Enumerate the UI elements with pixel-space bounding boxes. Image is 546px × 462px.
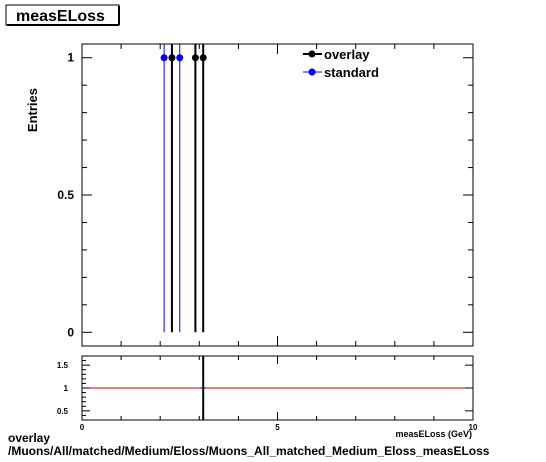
y-tick-label: 0.5 bbox=[57, 188, 74, 202]
ratio-y-tick-label: 1.5 bbox=[57, 361, 69, 370]
data-point-overlay bbox=[168, 54, 176, 62]
data-point-overlay bbox=[191, 54, 199, 62]
footer-line-2: /Muons/All/matched/Medium/Eloss/Muons_Al… bbox=[8, 444, 490, 458]
legend-label-overlay: overlay bbox=[324, 47, 370, 62]
y-tick-label: 0 bbox=[67, 325, 74, 339]
ratio-x-tick-label: 5 bbox=[275, 423, 280, 432]
main-series bbox=[160, 44, 207, 333]
main-y-axis: 00.51 bbox=[57, 51, 473, 339]
y-tick-label: 1 bbox=[67, 51, 74, 65]
footer-line-1: overlay bbox=[8, 431, 51, 445]
x-axis-label: measELoss (GeV) bbox=[395, 429, 472, 439]
ratio-x-tick-label: 0 bbox=[80, 423, 85, 432]
ratio-x-tick-label: 10 bbox=[469, 423, 478, 432]
ratio-y-tick-label: 0.5 bbox=[57, 407, 69, 416]
y-axis-label: Entries bbox=[25, 88, 40, 132]
data-point-standard bbox=[160, 54, 168, 62]
legend: overlay standard bbox=[303, 47, 379, 80]
main-plot-frame bbox=[81, 43, 474, 347]
legend-marker-overlay bbox=[308, 50, 316, 58]
ratio-y-tick-label: 1 bbox=[64, 384, 69, 393]
legend-marker-standard bbox=[308, 68, 316, 76]
data-point-overlay bbox=[199, 54, 207, 62]
ratio-content: 0.5 1 1.5 0 5 10 bbox=[57, 356, 478, 432]
legend-label-standard: standard bbox=[324, 65, 379, 80]
footer-caption: overlay /Muons/All/matched/Medium/Eloss/… bbox=[8, 432, 489, 458]
chart-title: measELoss bbox=[16, 8, 105, 25]
main-x-ticks bbox=[81, 44, 474, 346]
data-point-standard bbox=[176, 54, 184, 62]
